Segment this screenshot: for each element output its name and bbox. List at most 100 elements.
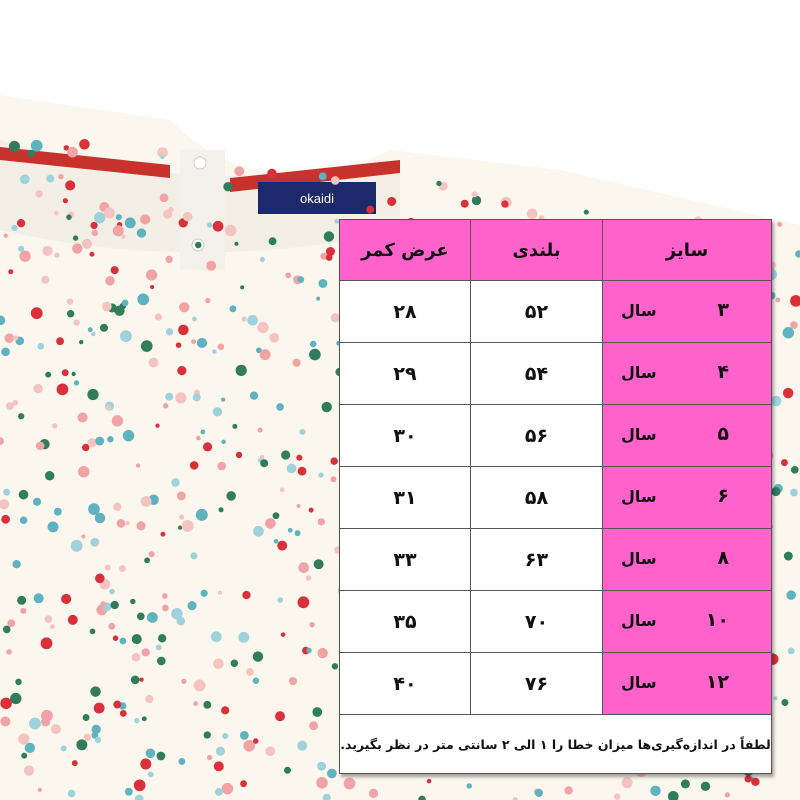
flower-dot xyxy=(320,252,328,260)
flower-dot xyxy=(131,652,141,662)
height-cell: ۷۶ xyxy=(470,652,603,715)
flower-dot xyxy=(35,190,43,198)
flower-dot xyxy=(29,717,41,730)
flower-dot xyxy=(0,437,4,445)
flower-dot xyxy=(777,221,783,227)
flower-dot xyxy=(18,733,30,745)
flower-dot xyxy=(94,512,106,524)
size-unit: سال xyxy=(621,301,657,320)
brand-label-text: okaidi xyxy=(300,191,334,206)
flower-dot xyxy=(317,518,325,526)
flower-dot xyxy=(189,461,199,470)
flower-dot xyxy=(53,507,62,516)
flower-dot xyxy=(41,275,50,284)
flower-dot xyxy=(147,771,154,778)
flower-dot xyxy=(88,503,100,515)
flower-dot xyxy=(418,795,426,800)
flower-dot xyxy=(313,559,324,570)
flower-dot xyxy=(79,139,90,150)
flower-dot xyxy=(90,221,98,230)
flower-dot xyxy=(91,724,101,734)
flower-dot xyxy=(140,214,151,225)
flower-dot xyxy=(214,788,223,796)
flower-dot xyxy=(119,709,127,717)
flower-dot xyxy=(176,491,186,501)
flower-dot xyxy=(212,349,217,354)
flower-dot xyxy=(234,241,239,246)
flower-dot xyxy=(140,340,153,352)
flower-dot xyxy=(131,634,142,645)
flower-dot xyxy=(113,700,122,709)
flower-dot xyxy=(221,439,226,445)
flower-dot xyxy=(330,476,337,483)
flower-dot xyxy=(52,423,58,429)
flower-dot xyxy=(0,716,11,727)
flower-dot xyxy=(77,465,90,478)
flower-dot xyxy=(330,176,340,185)
flower-dot xyxy=(37,787,42,792)
flower-dot xyxy=(21,752,28,759)
size-chart-table: سایز بلندی عرض کمر ۳ سال ۵۲ ۲۸ ۴ سال ۵۴ ۲۹ ۵… xyxy=(339,219,772,774)
waist-cell: ۳۱ xyxy=(339,466,471,529)
table-row: ۱۰ سال ۷۰ ۳۵ xyxy=(339,590,772,653)
flower-dot xyxy=(202,442,213,452)
flower-dot xyxy=(124,217,136,229)
flower-dot xyxy=(20,174,30,185)
flower-dot xyxy=(783,551,793,561)
flower-dot xyxy=(30,139,43,152)
flower-dot xyxy=(77,412,88,423)
flower-dot xyxy=(196,337,208,348)
flower-dot xyxy=(240,780,247,788)
flower-dot xyxy=(120,330,132,343)
flower-dot xyxy=(139,677,144,682)
flower-dot xyxy=(247,314,258,326)
flower-dot xyxy=(15,678,22,686)
size-value: ۶ xyxy=(717,485,729,507)
flower-dot xyxy=(257,427,263,433)
flower-dot xyxy=(114,305,125,316)
flower-dot xyxy=(323,231,335,242)
flower-dot xyxy=(11,224,18,232)
flower-dot xyxy=(269,332,280,343)
flower-dot xyxy=(512,797,518,800)
flower-dot xyxy=(12,399,19,406)
flower-dot xyxy=(87,438,97,448)
flower-dot xyxy=(305,575,312,581)
flower-dot xyxy=(90,537,100,547)
flower-dot xyxy=(795,250,800,258)
size-cell: ۳ سال xyxy=(602,280,772,343)
flower-dot xyxy=(3,488,11,496)
flower-dot xyxy=(162,403,169,409)
header-size: سایز xyxy=(602,219,772,281)
flower-dot xyxy=(45,371,52,378)
flower-dot xyxy=(148,357,159,368)
flower-dot xyxy=(171,607,183,620)
flower-dot xyxy=(277,597,283,603)
flower-dot xyxy=(19,516,28,525)
flower-dot xyxy=(165,392,174,401)
flower-dot xyxy=(460,199,469,208)
size-unit: سال xyxy=(621,363,657,382)
flower-dot xyxy=(212,220,224,232)
flower-dot xyxy=(145,269,158,281)
flower-dot xyxy=(102,301,112,312)
flower-dot xyxy=(95,436,105,446)
flower-dot xyxy=(44,615,53,623)
flower-dot xyxy=(312,707,323,717)
flower-dot xyxy=(501,200,509,208)
flower-dot xyxy=(621,777,633,789)
flower-dot xyxy=(18,489,29,500)
flower-dot xyxy=(165,328,174,336)
flower-dot xyxy=(27,149,35,158)
flower-dot xyxy=(91,229,99,237)
flower-dot xyxy=(136,521,146,531)
flower-dot xyxy=(206,754,213,761)
flower-dot xyxy=(325,246,335,257)
height-cell: ۷۰ xyxy=(470,590,603,653)
collar-trim xyxy=(0,147,170,178)
flower-dot xyxy=(104,564,111,571)
flower-dot xyxy=(613,793,621,800)
flower-dot xyxy=(210,631,222,643)
flower-dot xyxy=(744,775,752,783)
flower-dot xyxy=(221,782,234,795)
